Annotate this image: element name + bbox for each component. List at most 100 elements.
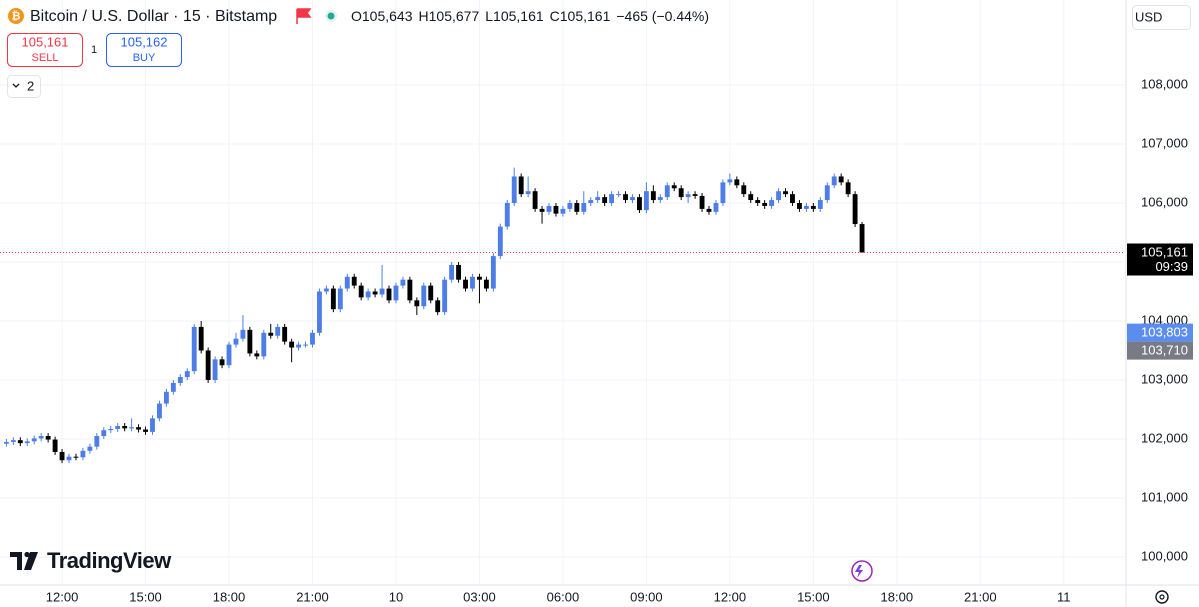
candle-body bbox=[122, 426, 128, 429]
price-label: 103,710 bbox=[1141, 343, 1188, 358]
candle-body bbox=[713, 203, 719, 212]
ohlc: O105,643 H105,677 L105,161 C105,161 −465 (−0… bbox=[351, 8, 709, 24]
y-tick-label: 102,000 bbox=[1141, 430, 1188, 445]
change: −465 (−0.44%) bbox=[616, 8, 709, 24]
currency: USD bbox=[1135, 9, 1162, 24]
candle-body bbox=[330, 288, 336, 310]
quantity: 1 bbox=[91, 44, 97, 56]
candle-body bbox=[546, 205, 552, 212]
x-tick-label: 03:00 bbox=[463, 589, 496, 604]
x-tick-label: 09:00 bbox=[630, 589, 663, 604]
ohlc-key: L bbox=[485, 8, 493, 24]
flag-icon[interactable] bbox=[296, 8, 312, 24]
candle-body bbox=[10, 440, 16, 442]
candle-body bbox=[80, 450, 86, 458]
candle-body bbox=[602, 197, 608, 204]
buy-button[interactable] bbox=[106, 33, 182, 67]
candle-body bbox=[150, 418, 155, 432]
candle-body bbox=[616, 194, 622, 196]
candle-body bbox=[741, 185, 747, 195]
x-tick-label: 12:00 bbox=[714, 589, 747, 604]
currency-button[interactable] bbox=[1132, 5, 1191, 30]
logo-mark bbox=[24, 551, 30, 558]
candle-body bbox=[87, 446, 93, 451]
ohlc-key: C bbox=[550, 8, 560, 24]
candle-body bbox=[845, 182, 851, 195]
candle-body bbox=[66, 456, 72, 461]
candle-body bbox=[706, 208, 712, 212]
candle-body bbox=[170, 382, 176, 392]
candle-body bbox=[678, 188, 684, 198]
candle-body bbox=[414, 300, 420, 307]
candle-body bbox=[852, 194, 858, 225]
candle-body bbox=[456, 264, 462, 280]
candle-body bbox=[310, 332, 315, 345]
candle-body bbox=[400, 279, 406, 286]
y-tick-label: 108,000 bbox=[1141, 76, 1188, 91]
candle-body bbox=[699, 195, 705, 209]
candle-body bbox=[289, 341, 295, 348]
x-tick-label: 18:00 bbox=[881, 589, 914, 604]
candle-body bbox=[421, 285, 427, 307]
price-label: 103,803 bbox=[1141, 325, 1188, 340]
settings-icon[interactable] bbox=[1155, 590, 1169, 604]
indicators-toggle[interactable] bbox=[7, 75, 41, 98]
candle-body bbox=[720, 182, 726, 204]
candle-body bbox=[539, 208, 545, 212]
candle-body bbox=[254, 353, 260, 357]
ohlc-key: O bbox=[351, 8, 362, 24]
candle-body bbox=[483, 279, 489, 289]
buy-price: 105,162 bbox=[121, 34, 168, 49]
settings-icon-center bbox=[1159, 594, 1165, 600]
candle-body bbox=[268, 332, 274, 336]
candle-body bbox=[233, 338, 239, 345]
candle-body bbox=[435, 300, 441, 313]
candle-body bbox=[859, 224, 865, 253]
price-label-box bbox=[1127, 341, 1193, 360]
candle-body bbox=[344, 276, 350, 289]
candle-body bbox=[3, 441, 9, 444]
candle-body bbox=[588, 200, 594, 204]
candle-body bbox=[685, 194, 691, 198]
candle-body bbox=[212, 359, 218, 380]
candle-body bbox=[358, 285, 364, 298]
candle-body bbox=[630, 197, 635, 201]
candle-body bbox=[317, 291, 322, 333]
price-label-box bbox=[1127, 243, 1193, 276]
candle-body bbox=[797, 203, 802, 209]
x-tick-label: 11 bbox=[1057, 589, 1071, 604]
candle-body bbox=[240, 329, 246, 339]
candle-body bbox=[810, 205, 816, 209]
symbol-title[interactable]: Bitcoin / U.S. Dollar · 15 · Bitstamp bbox=[30, 8, 277, 25]
candle-body bbox=[296, 344, 302, 348]
candle-body bbox=[136, 427, 142, 430]
candle-body bbox=[553, 205, 559, 214]
candle-body bbox=[671, 185, 677, 189]
candle-body bbox=[191, 326, 197, 372]
candle-body bbox=[226, 344, 232, 366]
sell-button[interactable] bbox=[7, 33, 83, 67]
candle-body bbox=[783, 191, 788, 195]
candle-body bbox=[817, 200, 823, 209]
candle-body bbox=[769, 200, 775, 206]
x-tick-label: 06:00 bbox=[547, 589, 580, 604]
candle-body bbox=[143, 429, 148, 432]
market-status[interactable] bbox=[327, 12, 335, 20]
candle-body bbox=[157, 403, 162, 419]
candle-body bbox=[449, 264, 455, 280]
candle-body bbox=[17, 440, 23, 444]
candle-body bbox=[643, 191, 649, 211]
candle-body bbox=[177, 377, 183, 383]
candle-body bbox=[657, 197, 663, 201]
y-tick-label: 101,000 bbox=[1141, 489, 1188, 504]
candle-body bbox=[184, 371, 190, 378]
ohlc-key: H bbox=[419, 8, 429, 24]
ohlc-value: 105,677 bbox=[429, 8, 480, 24]
candle-body bbox=[24, 441, 30, 444]
candle-body bbox=[734, 179, 740, 186]
plot-area bbox=[0, 167, 1125, 464]
candle-body bbox=[609, 194, 615, 204]
candle-body bbox=[428, 285, 434, 301]
candle-body bbox=[386, 288, 392, 301]
candle-body bbox=[776, 191, 782, 201]
